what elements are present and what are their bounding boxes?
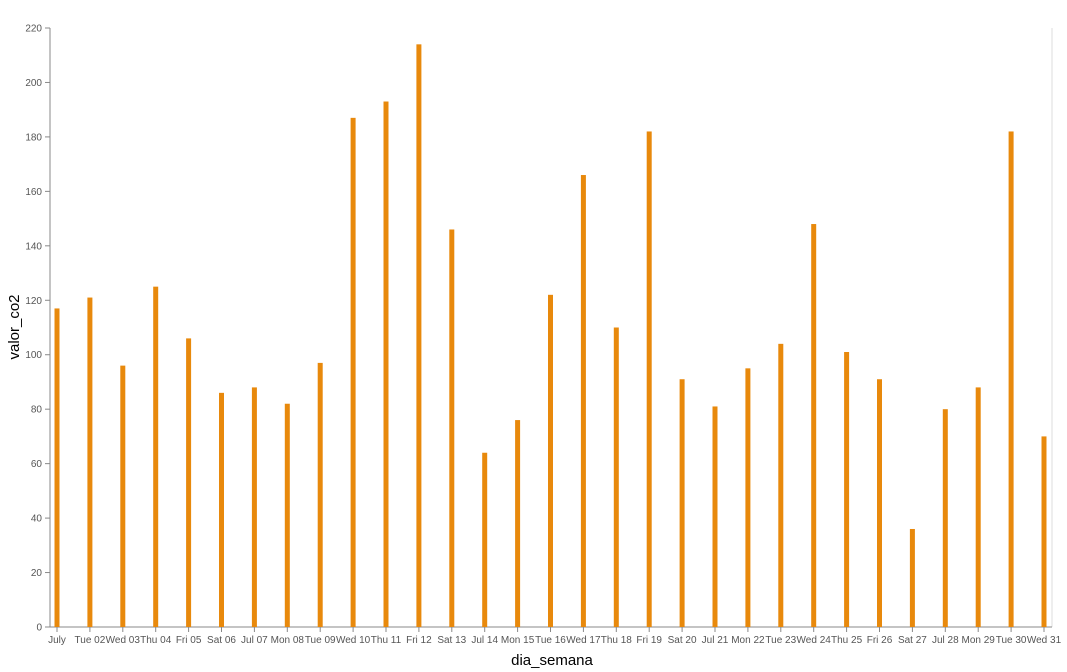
- bar: [877, 379, 882, 627]
- x-tick-label: Tue 23: [765, 635, 796, 646]
- y-tick-label: 200: [25, 78, 42, 89]
- x-tick-label: Thu 18: [601, 635, 633, 646]
- x-axis: July Tue 02 Wed 03 Thu 04 Fri 05 Sat 06 Jul 07…: [48, 626, 1062, 646]
- bar: [120, 365, 126, 627]
- y-tick-label: 40: [31, 514, 43, 525]
- x-tick-label: July: [48, 635, 66, 646]
- bar: [515, 420, 521, 627]
- x-tick-label: Tue 02: [75, 635, 106, 646]
- x-tick-label: Mon 22: [731, 635, 765, 646]
- bar: [317, 362, 323, 627]
- bar: [186, 338, 192, 627]
- y-tick-label: 120: [25, 296, 42, 307]
- bar: [284, 403, 290, 627]
- bar: [646, 131, 652, 628]
- y-tick-label: 100: [25, 350, 42, 361]
- bar: [482, 452, 488, 627]
- y-tick-label: 220: [25, 24, 42, 35]
- bar: [811, 224, 817, 627]
- y-tick-label: 180: [25, 132, 42, 143]
- x-tick-label: Sat 13: [437, 635, 466, 646]
- bar: [909, 528, 915, 627]
- y-tick-label: 80: [31, 405, 43, 416]
- x-tick-label: Mon 29: [962, 635, 996, 646]
- bar: [613, 327, 619, 627]
- bar: [383, 101, 389, 628]
- y-tick-label: 160: [25, 187, 42, 198]
- bar: [580, 175, 586, 627]
- x-tick-label: Thu 11: [371, 635, 402, 646]
- x-tick-label: Thu 04: [140, 635, 172, 646]
- x-tick-label: Tue 30: [996, 635, 1027, 646]
- bar: [975, 387, 981, 627]
- bar: [844, 352, 850, 627]
- x-tick-label: Wed 03: [106, 635, 141, 646]
- x-tick-label: Jul 21: [702, 635, 729, 646]
- x-tick-label: Mon 15: [501, 635, 535, 646]
- x-tick-label: Jul 14: [471, 635, 498, 646]
- x-tick-label: Wed 24: [797, 635, 832, 646]
- bar: [942, 409, 948, 627]
- y-axis: 0 20 40 60 80 100 120 140 160 180 200 220: [25, 24, 1053, 634]
- y-axis-title: valor_co2: [6, 294, 23, 359]
- bar: [679, 379, 685, 627]
- bar: [219, 392, 224, 627]
- bar: [416, 44, 422, 627]
- x-tick-label: Jul 28: [932, 635, 959, 646]
- bars: [54, 44, 1047, 628]
- bar: [153, 286, 159, 627]
- bar: [778, 343, 784, 627]
- bar: [712, 406, 718, 627]
- x-tick-label: Tue 09: [305, 635, 336, 646]
- bar: [548, 294, 553, 627]
- x-tick-label: Sat 06: [207, 635, 236, 646]
- bar: [350, 117, 356, 627]
- y-tick-label: 140: [25, 241, 42, 252]
- x-tick-label: Fri 12: [406, 635, 432, 646]
- x-axis-title: dia_semana: [511, 652, 593, 669]
- bar: [54, 308, 60, 627]
- x-tick-label: Sat 27: [898, 635, 927, 646]
- x-tick-label: Wed 17: [566, 635, 601, 646]
- x-tick-label: Sat 20: [668, 635, 697, 646]
- bar: [449, 229, 455, 627]
- x-tick-label: Mon 08: [271, 635, 305, 646]
- bar: [1008, 131, 1014, 628]
- bar: [745, 368, 751, 627]
- x-tick-label: Fri 05: [176, 635, 202, 646]
- y-tick-label: 0: [36, 623, 42, 634]
- bar: [251, 387, 257, 627]
- y-tick-label: 60: [31, 459, 43, 470]
- x-tick-label: Wed 10: [336, 635, 371, 646]
- bar: [1041, 436, 1047, 627]
- x-tick-label: Tue 16: [535, 635, 566, 646]
- bar: [87, 297, 93, 627]
- y-tick-label: 20: [31, 568, 43, 579]
- x-tick-label: Wed 31: [1027, 635, 1062, 646]
- x-tick-label: Thu 25: [831, 635, 863, 646]
- x-tick-label: Fri 26: [867, 635, 893, 646]
- x-tick-label: Fri 19: [636, 635, 662, 646]
- x-tick-label: Jul 07: [241, 635, 268, 646]
